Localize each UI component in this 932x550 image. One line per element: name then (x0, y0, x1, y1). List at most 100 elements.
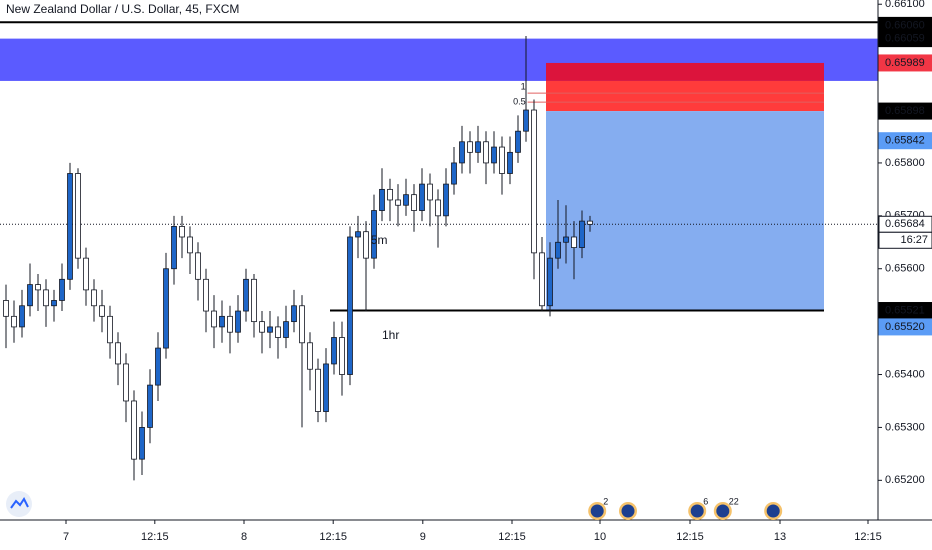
price-label: 0.66060 (885, 19, 925, 31)
plot: 1 0.5 5m 1hr (0, 21, 878, 481)
countdown: 16:27 (900, 234, 928, 246)
candle-body (131, 400, 137, 460)
x-tick-label: 7 (63, 531, 69, 543)
x-tick-label: 12:15 (854, 531, 882, 543)
candle-body (515, 130, 521, 153)
candle-body (51, 300, 57, 307)
annotation: 1hr (382, 328, 399, 342)
candle-body (491, 146, 497, 164)
candle-body (387, 188, 393, 201)
price-label: 0.65684 (885, 218, 925, 230)
event-icon-inner (716, 504, 730, 518)
x-tick-label: 12:15 (319, 531, 347, 543)
candle-body (339, 337, 345, 375)
target-zone (546, 111, 824, 311)
annotation: 5m (371, 233, 388, 247)
candle-body (211, 310, 217, 328)
candle-body (59, 278, 65, 301)
candle-body (379, 188, 385, 211)
candle-body (531, 109, 537, 254)
candle-body (275, 326, 281, 338)
countdown-box (878, 231, 932, 249)
candle-body (163, 268, 169, 349)
y-tick-label: 0.66100 (885, 0, 925, 10)
candle-body (427, 183, 433, 201)
candle-body (99, 305, 105, 317)
candle-body (571, 236, 577, 248)
candle-body (419, 183, 425, 211)
event-icon-inner (690, 504, 704, 518)
price-label-box (878, 30, 932, 48)
x-tick-label: 9 (420, 531, 426, 543)
price-label: 0.65521 (885, 304, 925, 316)
candle-body (235, 310, 241, 333)
candle-body (139, 427, 145, 460)
fib-label: 0.5 (513, 96, 526, 106)
candle-body (331, 337, 337, 365)
candle-body (299, 305, 305, 344)
candle-body (291, 305, 297, 323)
candle-body (483, 141, 489, 164)
candle-body (371, 210, 377, 259)
x-tick-label: 12:15 (141, 531, 169, 543)
candle-body (435, 199, 441, 217)
candle-body (395, 199, 401, 206)
candle-body (203, 278, 209, 312)
event-icon-inner (590, 504, 604, 518)
price-label-box (878, 132, 932, 150)
candle-body (187, 236, 193, 254)
candle-body (443, 183, 449, 217)
candle-body (563, 236, 569, 243)
event-count: 22 (729, 496, 739, 506)
candle-body (451, 162, 457, 185)
candle-body (179, 226, 185, 238)
price-label-box (878, 54, 932, 72)
candle-body (67, 173, 73, 280)
price-label-box (878, 102, 932, 120)
candle-body (259, 321, 265, 333)
y-tick-label: 0.65800 (885, 157, 925, 169)
title-bg (0, 0, 878, 19)
candle-body (267, 326, 273, 333)
event-icon-inner (766, 504, 780, 518)
candle-body (91, 289, 97, 307)
event-icon-inner (621, 504, 635, 518)
candle-body (579, 220, 585, 248)
chart-title: New Zealand Dollar / U.S. Dollar, 45, FX… (6, 2, 239, 16)
candle-body (587, 220, 593, 225)
candle-body (27, 284, 33, 307)
candle-body (227, 315, 233, 333)
price-label: 0.65898 (885, 105, 925, 117)
candle-body (75, 173, 81, 259)
y-tick-label: 0.65300 (885, 421, 925, 433)
y-tick-label: 0.65400 (885, 368, 925, 380)
candle-body (195, 252, 201, 280)
candle-body (283, 321, 289, 338)
fib-label: 1 (521, 81, 526, 91)
candle-body (107, 315, 113, 344)
candle-body (19, 305, 25, 328)
event-count: 6 (703, 496, 708, 506)
logo (6, 491, 32, 517)
candle-body (171, 226, 177, 270)
candle-body (155, 347, 161, 386)
candle-body (403, 194, 409, 206)
candle-body (363, 231, 369, 259)
candle-body (499, 146, 505, 174)
x-tick-label: 10 (594, 531, 606, 543)
candle-body (3, 300, 9, 317)
candle-body (475, 141, 481, 153)
candle-body (315, 368, 321, 412)
x-tick-label: 8 (241, 531, 247, 543)
x-tick-label: 13 (774, 531, 786, 543)
candle-body (11, 315, 17, 328)
stop-zone (546, 62, 824, 81)
candle-body (307, 342, 313, 370)
candle-body (115, 342, 121, 365)
candle-body (507, 151, 513, 174)
candle-body (539, 252, 545, 307)
x-tick-label: 12:15 (676, 531, 704, 543)
price-label: 0.65989 (885, 57, 925, 69)
candle-body (251, 278, 257, 323)
